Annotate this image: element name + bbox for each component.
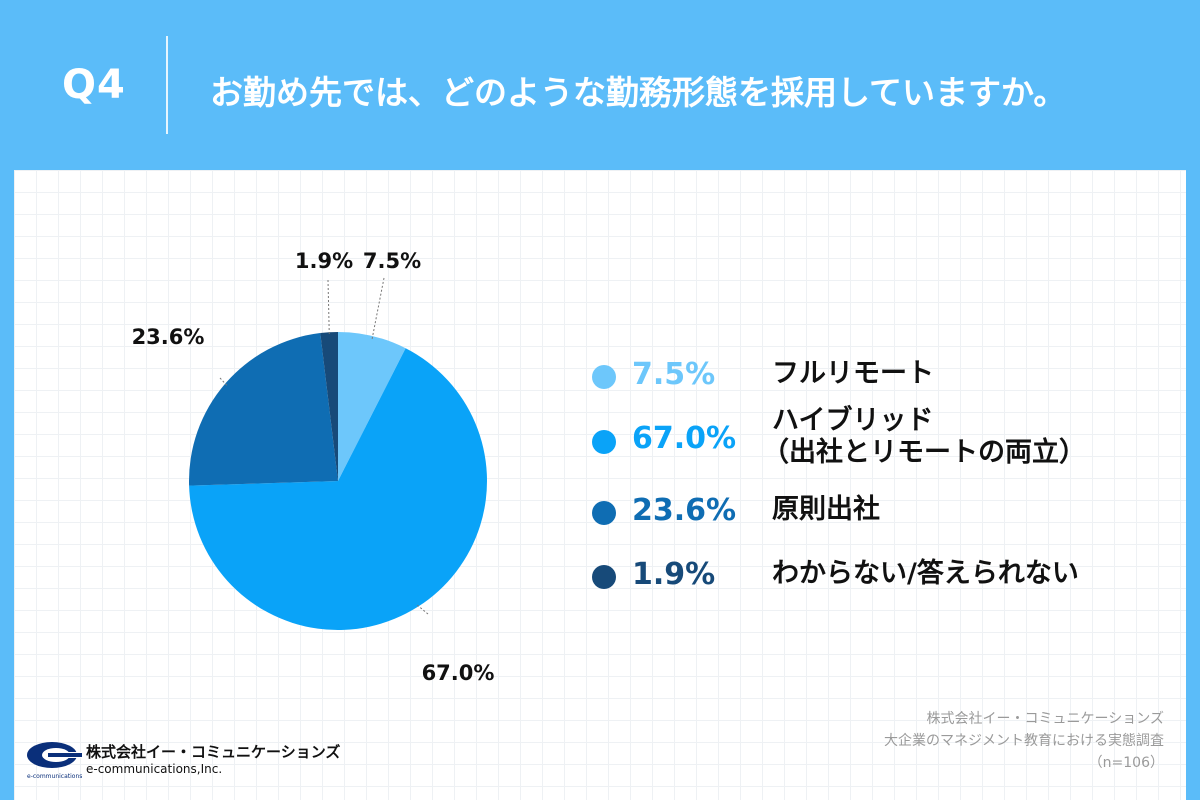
legend-dot xyxy=(592,501,616,525)
logo-mark-text: e-communications xyxy=(27,773,82,780)
legend-item-office: 23.6% 原則出社 xyxy=(592,486,1152,546)
header-divider xyxy=(166,36,168,134)
legend-dot xyxy=(592,430,616,454)
leader-line-unknown xyxy=(327,279,330,336)
legend-pct: 23.6% xyxy=(632,493,737,528)
leader-line-full-remote xyxy=(371,277,385,340)
legend-item-hybrid: 67.0% ハイブリッド （出社とリモートの両立） xyxy=(592,405,1152,470)
data-label-full-remote: 7.5% xyxy=(363,249,421,273)
legend-dot xyxy=(592,365,616,389)
legend-label: フルリモート xyxy=(772,358,934,389)
company-logo: e-communications 株式会社イー・コミュニケーションズ e-com… xyxy=(26,738,346,788)
legend-label: 原則出社 xyxy=(772,494,880,525)
footer-credits: 株式会社イー・コミュニケーションズ 大企業のマネジメント教育における実態調査 （… xyxy=(884,708,1164,774)
header: Q4 お勤め先では、どのような勤務形態を採用していますか。 xyxy=(0,0,1200,170)
data-label-office: 23.6% xyxy=(132,325,205,349)
legend-item-full-remote: 7.5% フルリモート xyxy=(592,350,1152,410)
pie-slice-office xyxy=(189,333,338,486)
leader-line-hybrid xyxy=(415,603,429,615)
legend-item-unknown: 1.9% わからない/答えられない xyxy=(592,550,1152,610)
legend-label: わからない/答えられない xyxy=(772,558,1079,589)
legend-pct: 67.0% xyxy=(632,421,737,456)
data-label-unknown: 1.9% xyxy=(295,249,353,273)
legend-dot xyxy=(592,565,616,589)
legend-pct: 7.5% xyxy=(632,357,716,392)
footer-sample: （n=106） xyxy=(1088,755,1164,771)
question-number: Q4 xyxy=(62,62,126,108)
footer-company: 株式会社イー・コミュニケーションズ xyxy=(926,711,1164,727)
legend-label: ハイブリッド xyxy=(772,405,934,436)
logo-english-name: e-communications,Inc. xyxy=(86,762,223,776)
legend-label-line2: （出社とリモートの両立） xyxy=(762,437,1086,468)
pie-slice-full-remote xyxy=(338,332,406,481)
logo-mark-icon: e-communications xyxy=(27,742,82,780)
question-text: お勤め先では、どのような勤務形態を採用していますか。 xyxy=(210,73,1067,112)
leader-line-office xyxy=(219,377,228,387)
pie-slice-hybrid xyxy=(189,348,487,630)
data-label-hybrid: 67.0% xyxy=(422,661,495,685)
logo-company-name: 株式会社イー・コミュニケーションズ xyxy=(86,743,341,761)
footer-survey: 大企業のマネジメント教育における実態調査 xyxy=(884,733,1164,749)
legend-pct: 1.9% xyxy=(632,557,716,592)
pie-slice-unknown xyxy=(320,332,338,481)
